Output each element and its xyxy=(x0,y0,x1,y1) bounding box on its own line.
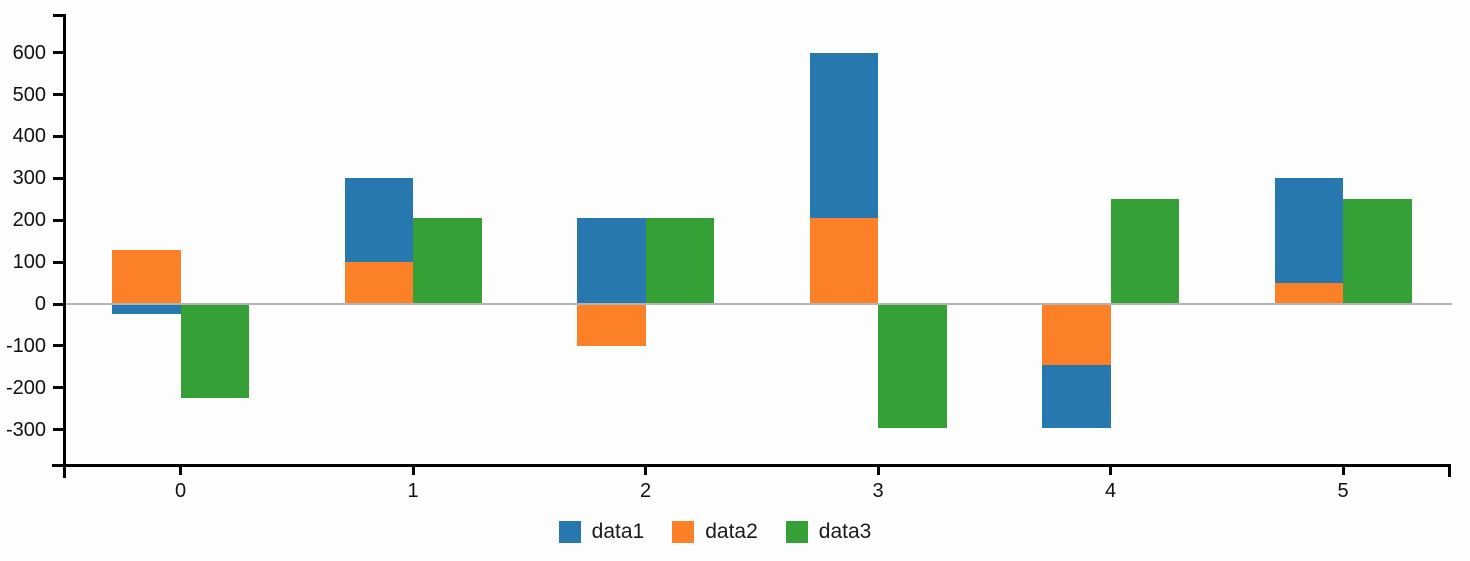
bar-segment-data1-cat3 xyxy=(809,52,878,219)
y-tick-label: 300 xyxy=(12,167,46,190)
y-tick-200 xyxy=(53,218,63,222)
bar-segment-data1-cat2 xyxy=(577,218,646,304)
x-tick-3 xyxy=(876,467,880,475)
legend-label: data3 xyxy=(818,520,872,543)
bar-segment-data1-cat0 xyxy=(112,304,181,315)
chart-legend: data1 data2 data3 xyxy=(0,519,1450,545)
zero-baseline xyxy=(66,303,1452,305)
bar-segment-data1-cat4 xyxy=(1042,364,1111,428)
y-tick-label: -300 xyxy=(5,418,46,441)
x-tick-label: 5 xyxy=(1337,480,1349,502)
y-axis-top-cap-tick xyxy=(53,14,63,17)
legend-item-data2: data2 xyxy=(672,519,758,545)
legend-swatch-data3 xyxy=(785,521,808,543)
legend-swatch-data1 xyxy=(558,521,581,543)
x-tick-label: 1 xyxy=(407,480,419,502)
y-tick-label: -200 xyxy=(5,376,46,399)
y-tick-label: 500 xyxy=(12,83,46,106)
legend-swatch-data2 xyxy=(672,521,695,543)
y-tick-label: 100 xyxy=(12,251,46,274)
bar-segment-data3-cat3 xyxy=(878,304,947,428)
bar-segment-data2-cat3 xyxy=(809,218,878,304)
x-tick-1 xyxy=(411,467,415,475)
y-tick-0 xyxy=(53,302,63,306)
x-tick-5 xyxy=(1341,467,1345,475)
legend-item-data3: data3 xyxy=(785,519,872,545)
y-tick-400 xyxy=(53,134,63,138)
y-tick-300 xyxy=(53,176,63,180)
x-tick-2 xyxy=(644,467,647,475)
x-axis-spine xyxy=(52,464,1451,467)
y-tick-label: -100 xyxy=(5,334,46,357)
legend-label: data2 xyxy=(705,520,758,543)
x-tick-label: 3 xyxy=(872,480,884,502)
bar-segment-data3-cat4 xyxy=(1110,199,1179,304)
x-tick-4 xyxy=(1109,467,1112,475)
bar-segment-data3-cat0 xyxy=(180,304,249,399)
x-axis-right-cap-tick xyxy=(1448,464,1451,477)
bar-segment-data1-cat1 xyxy=(344,178,413,263)
bar-segment-data1-cat5 xyxy=(1274,178,1343,284)
bar-segment-data2-cat0 xyxy=(112,249,181,304)
y-tick-label: 600 xyxy=(12,41,46,64)
legend-label: data1 xyxy=(591,520,645,543)
bar-segment-data2-cat5 xyxy=(1274,283,1343,304)
y-tick-label: 0 xyxy=(34,293,46,315)
x-tick-0 xyxy=(179,467,182,475)
bar-segment-data3-cat5 xyxy=(1343,199,1412,304)
x-tick-label: 0 xyxy=(174,480,187,502)
y-tick-label: 200 xyxy=(12,209,46,232)
bar-segment-data2-cat1 xyxy=(344,262,413,304)
y-tick--300 xyxy=(53,428,63,432)
bar-segment-data3-cat1 xyxy=(413,218,482,304)
bar-segment-data2-cat4 xyxy=(1042,304,1111,365)
bar-segment-data3-cat2 xyxy=(645,218,714,304)
x-tick-label: 2 xyxy=(639,480,652,502)
y-tick-label: 400 xyxy=(12,125,46,148)
legend-item-data1: data1 xyxy=(558,519,645,545)
y-tick-500 xyxy=(53,93,63,96)
y-tick-100 xyxy=(53,260,63,264)
bar-segment-data2-cat2 xyxy=(577,304,646,346)
y-axis-spine xyxy=(63,14,66,478)
y-tick--100 xyxy=(53,344,63,348)
x-tick-label: 4 xyxy=(1104,480,1117,502)
y-tick-600 xyxy=(53,51,63,55)
y-tick--200 xyxy=(53,386,63,390)
